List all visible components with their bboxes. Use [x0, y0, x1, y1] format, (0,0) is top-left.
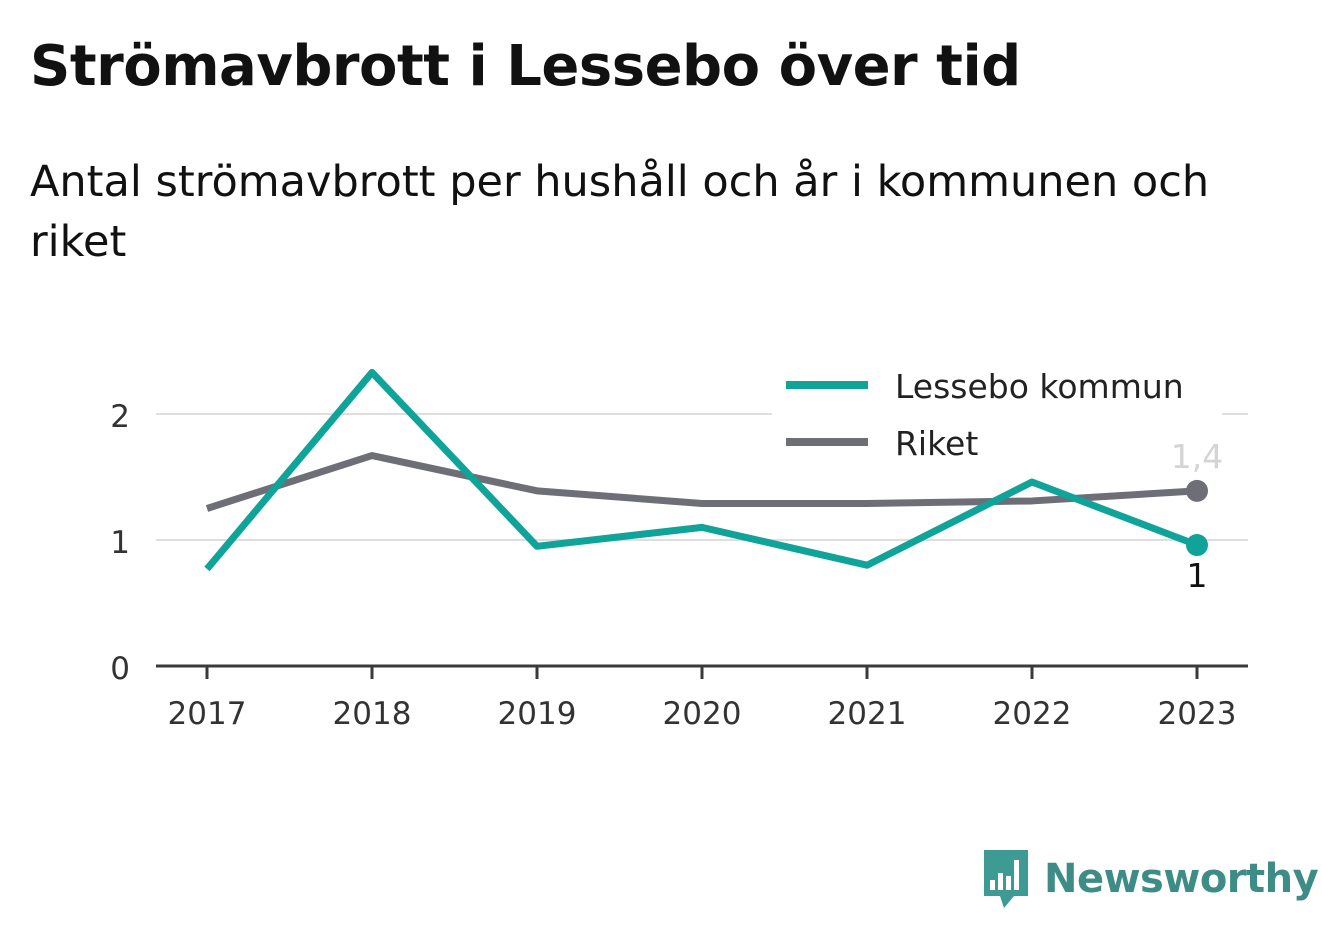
newsworthy-logo-icon [984, 850, 1028, 908]
legend-label: Lessebo kommun [895, 367, 1184, 406]
series-line-0 [204, 368, 1199, 572]
legend-label: Riket [895, 424, 978, 463]
x-tick-label: 2019 [498, 696, 577, 732]
series-end-marker [1186, 534, 1208, 557]
series-end-label: 1,4 [1171, 437, 1223, 476]
x-tick-label: 2020 [663, 696, 742, 732]
series-end-marker [1186, 479, 1208, 502]
y-tick-label: 2 [110, 399, 130, 435]
chart-title: Strömavbrott i Lessebo över tid [30, 34, 1021, 99]
x-tick-label: 2017 [168, 696, 247, 732]
x-tick-label: 2023 [1158, 696, 1237, 732]
brand-name: Newsworthy [1044, 856, 1319, 902]
x-tick-label: 2022 [993, 696, 1072, 732]
y-tick-label: 1 [110, 525, 130, 561]
x-tick-label: 2018 [333, 696, 412, 732]
legend-background [772, 360, 1222, 470]
newsworthy-brand[interactable]: Newsworthy [980, 846, 1319, 912]
y-tick-label: 0 [110, 651, 130, 687]
series-end-label: 1 [1187, 556, 1208, 595]
chart-subtitle: Antal strömavbrott per hushåll och år i … [30, 157, 1210, 267]
x-tick-label: 2021 [828, 696, 907, 732]
series-line-1 [205, 452, 1198, 512]
